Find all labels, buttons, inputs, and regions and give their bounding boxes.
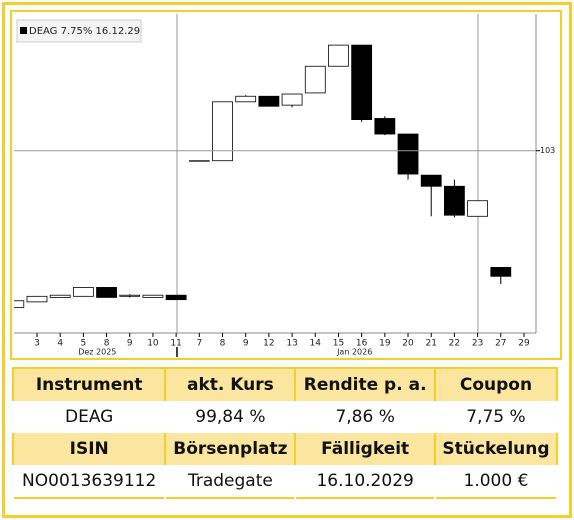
x-tick-label: 12 xyxy=(263,339,274,349)
x-tick-label: 22 xyxy=(449,339,460,349)
table-cell: Coupon xyxy=(433,368,559,401)
candle-body xyxy=(304,65,326,94)
table-cell: 1.000 € xyxy=(433,465,559,498)
table-row: NO0013639112 Tradegate 16.10.2029 1.000 € xyxy=(11,465,559,498)
candle-body xyxy=(96,287,117,298)
chart: DEAG 7.75% 16.12.29 103 3 4 5 8 9 10 11 7 8 9 12 13 1… xyxy=(14,14,555,357)
candle-body xyxy=(119,294,141,297)
table-cell: Fälligkeit xyxy=(294,433,436,465)
plot xyxy=(14,44,512,308)
table-row: DEAG 99,84 % 7,86 % 7,75 % xyxy=(11,401,559,433)
candle-body xyxy=(212,101,233,162)
table-cell: Instrument xyxy=(11,368,167,401)
candle-body xyxy=(467,200,489,217)
candle-body xyxy=(281,93,303,106)
candle-body xyxy=(374,118,396,135)
info-table: Instrument akt. Kurs Rendite p. a. Coupon D… xyxy=(11,367,559,499)
table-cell: Rendite p. a. xyxy=(294,368,436,401)
table-cell: ISIN xyxy=(11,433,167,465)
x-tick-label: 5 xyxy=(81,339,87,349)
legend-swatch xyxy=(20,27,27,34)
table-cell: DEAG xyxy=(11,401,167,433)
candle-body xyxy=(490,267,512,277)
x-tick-label: 9 xyxy=(127,339,133,349)
x-tick-label: 14 xyxy=(310,339,322,349)
x-group-label: Jan 2026 xyxy=(336,348,372,357)
x-tick-label: 11 xyxy=(170,339,181,349)
chart-box: DEAG 7.75% 16.12.29 103 3 4 5 8 9 10 11 7 8 9 12 13 1… xyxy=(10,10,562,360)
candle-body xyxy=(420,174,442,187)
candle-body xyxy=(165,294,187,301)
x-tick-label: 23 xyxy=(472,339,483,349)
table-cell: Börsenplatz xyxy=(164,433,297,465)
candle-body xyxy=(188,160,210,162)
x-tick-label: 27 xyxy=(495,339,506,349)
table-cell: Tradegate xyxy=(164,465,297,498)
candle-body xyxy=(397,133,419,175)
x-tick-label: 29 xyxy=(518,339,530,349)
x-tick-label: 19 xyxy=(379,339,391,349)
x-tick-label: 9 xyxy=(243,339,249,349)
x-tick-label: 8 xyxy=(104,339,110,349)
x-tick-label: 16 xyxy=(356,339,368,349)
candle-body xyxy=(49,294,71,298)
x-tick-label: 4 xyxy=(57,339,63,349)
table-cell: NO0013639112 xyxy=(11,465,167,498)
table-row: Instrument akt. Kurs Rendite p. a. Coupon xyxy=(11,368,559,401)
table-cell: akt. Kurs xyxy=(164,368,297,401)
candle-body xyxy=(235,95,257,103)
x-tick-label: 20 xyxy=(402,339,414,349)
table-cell: 99,84 % xyxy=(164,401,297,433)
x-tick-label: 13 xyxy=(286,339,297,349)
candle-body xyxy=(26,295,48,303)
table-cell: Stückelung xyxy=(433,433,559,465)
table-cell: 16.10.2029 xyxy=(294,465,436,498)
y-tick-label: 103 xyxy=(540,146,555,155)
x-tick-label: 7 xyxy=(196,339,202,349)
x-tick-label: 8 xyxy=(220,339,226,349)
candle-body xyxy=(142,294,164,298)
legend-label: DEAG 7.75% 16.12.29 xyxy=(29,26,140,37)
table-cell: 7,75 % xyxy=(433,401,559,433)
table-cell: 7,86 % xyxy=(294,401,436,433)
candle-body xyxy=(14,300,25,308)
x-tick-label: 3 xyxy=(34,339,40,349)
x-group-label: Dez 2025 xyxy=(78,348,116,357)
table-row: ISIN Börsenplatz Fälligkeit Stückelung xyxy=(11,433,559,465)
x-tick-label: 21 xyxy=(425,339,436,349)
x-tick-label: 10 xyxy=(147,339,159,349)
candle-body xyxy=(328,44,349,67)
candle-body xyxy=(444,185,465,216)
candle-body xyxy=(258,95,280,107)
candle-body xyxy=(351,44,373,120)
legend-box xyxy=(16,19,142,43)
x-tick-label: 15 xyxy=(333,339,344,349)
candle-body xyxy=(72,287,94,297)
